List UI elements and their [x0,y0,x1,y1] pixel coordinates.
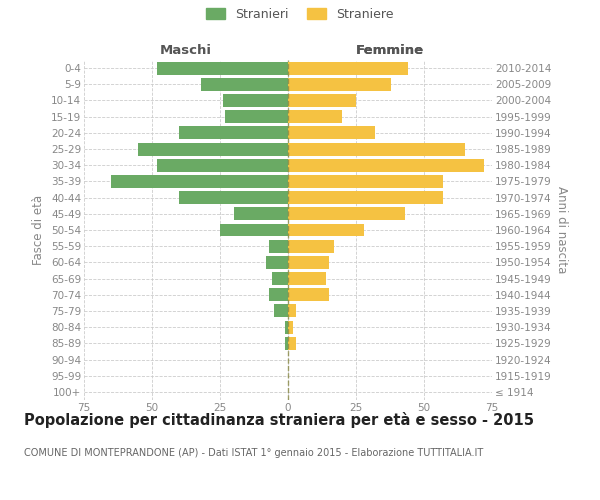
Bar [288,272,326,285]
Bar [288,94,356,107]
Bar [288,304,296,318]
Bar [272,272,288,285]
Bar [157,62,288,74]
Bar [288,159,484,172]
Bar [288,126,375,140]
Text: Femmine: Femmine [356,44,424,57]
Legend: Stranieri, Straniere: Stranieri, Straniere [202,2,398,26]
Bar [288,337,296,350]
Bar [288,142,465,156]
Bar [285,320,288,334]
Y-axis label: Fasce di età: Fasce di età [32,195,46,265]
Bar [285,337,288,350]
Bar [288,208,405,220]
Bar [179,191,288,204]
Bar [269,288,288,301]
Bar [288,191,443,204]
Bar [201,78,288,91]
Bar [223,94,288,107]
Text: Maschi: Maschi [160,44,212,57]
Bar [220,224,288,236]
Text: Femmine: Femmine [356,44,424,57]
Bar [269,240,288,252]
Bar [111,175,288,188]
Text: Popolazione per cittadinanza straniera per età e sesso - 2015: Popolazione per cittadinanza straniera p… [24,412,534,428]
Bar [288,320,293,334]
Bar [288,288,329,301]
Bar [288,110,343,123]
Bar [288,78,391,91]
Bar [157,159,288,172]
Bar [266,256,288,269]
Bar [226,110,288,123]
Y-axis label: Anni di nascita: Anni di nascita [555,186,568,274]
Bar [288,62,407,74]
Bar [288,175,443,188]
Bar [288,256,329,269]
Bar [233,208,288,220]
Bar [288,224,364,236]
Bar [288,240,334,252]
Bar [179,126,288,140]
Bar [274,304,288,318]
Bar [139,142,288,156]
Text: COMUNE DI MONTEPRANDONE (AP) - Dati ISTAT 1° gennaio 2015 - Elaborazione TUTTITA: COMUNE DI MONTEPRANDONE (AP) - Dati ISTA… [24,448,483,458]
